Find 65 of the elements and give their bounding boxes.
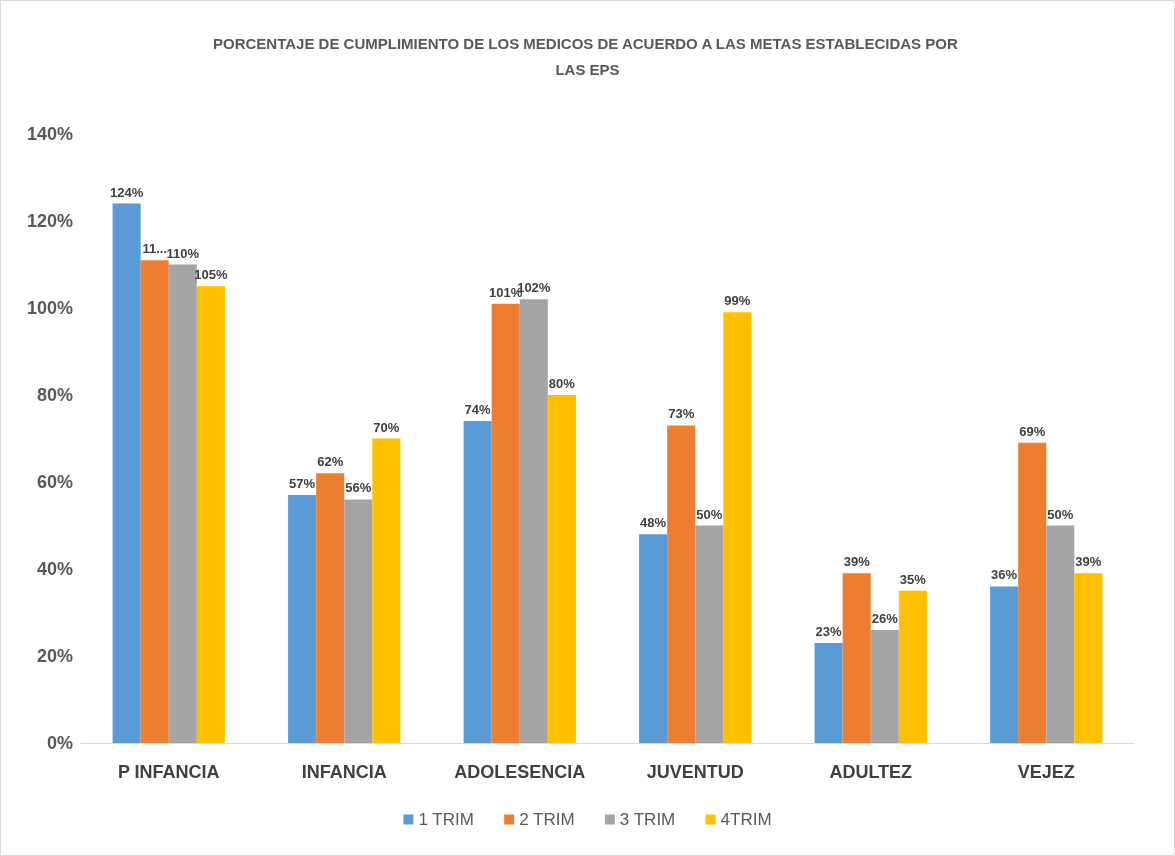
bar [723, 312, 752, 743]
y-tick-label: 100% [26, 298, 73, 318]
bar [842, 573, 871, 743]
bar [870, 629, 899, 743]
y-tick-label: 60% [36, 472, 73, 492]
bar [168, 264, 197, 743]
data-label: 36% [991, 567, 1018, 583]
chart-title: PORCENTAJE DE CUMPLIMIENTO DE LOS MEDICOS DE ACUERDO A LAS METAS ESTABLECIDAS POR LAS EPS [213, 34, 962, 78]
data-label: 99% [724, 293, 751, 309]
y-tick-label: 40% [36, 559, 73, 579]
data-label: 35% [899, 571, 927, 587]
bar [288, 495, 317, 743]
data-label: 23% [815, 623, 843, 639]
bar [1074, 573, 1103, 743]
y-tick-label: 120% [26, 211, 73, 231]
legend-label: 1 TRIM [418, 810, 474, 829]
bar [1018, 442, 1047, 743]
x-tick-label: ADOLESENCIA [454, 762, 586, 782]
data-label: 50% [1047, 506, 1074, 522]
data-label: 80% [548, 376, 576, 391]
bar [491, 303, 520, 743]
bar [344, 499, 373, 743]
data-label: 69% [1019, 423, 1046, 439]
data-label: 70% [373, 419, 400, 435]
bar [1046, 525, 1075, 743]
legend-label: 4TRIM [720, 810, 772, 829]
bar [695, 525, 724, 743]
data-label: 48% [640, 515, 667, 531]
x-tick-label: ADULTEZ [829, 762, 913, 782]
x-tick-label: JUVENTUD [646, 762, 744, 782]
legend-label: 2 TRIM [519, 810, 575, 829]
data-label: 124% [110, 184, 144, 200]
data-label: 50% [696, 506, 723, 522]
y-tick-label: 0% [46, 733, 73, 753]
bar [667, 425, 696, 743]
bar [639, 534, 668, 743]
bar [140, 260, 169, 743]
bar [316, 473, 345, 743]
bar [898, 590, 927, 743]
x-tick-label: INFANCIA [301, 762, 387, 782]
data-label: 56% [345, 480, 372, 496]
y-tick-label: 140% [26, 124, 73, 144]
data-label: 110% [166, 245, 200, 261]
data-label: 105% [194, 267, 228, 283]
bar [112, 203, 141, 743]
data-label: 39% [1075, 554, 1102, 570]
data-label: 11... [142, 241, 167, 257]
bar [463, 421, 492, 743]
legend-label: 3 TRIM [619, 810, 676, 829]
x-tick-label: P INFANCIA [117, 762, 220, 782]
y-tick-label: 80% [36, 385, 73, 405]
bar [196, 286, 225, 743]
data-label: 57% [289, 476, 316, 492]
x-tick-label: VEJEZ [1017, 762, 1075, 782]
data-label: 26% [871, 610, 899, 626]
y-tick-label: 20% [36, 646, 73, 666]
bar [990, 586, 1019, 743]
data-label: 74% [464, 402, 492, 418]
data-label: 62% [317, 454, 344, 470]
bar [814, 642, 843, 743]
data-label: 39% [843, 554, 871, 570]
bar [372, 438, 401, 743]
data-label: 73% [668, 406, 695, 422]
bar [547, 395, 576, 743]
bar [519, 299, 548, 743]
